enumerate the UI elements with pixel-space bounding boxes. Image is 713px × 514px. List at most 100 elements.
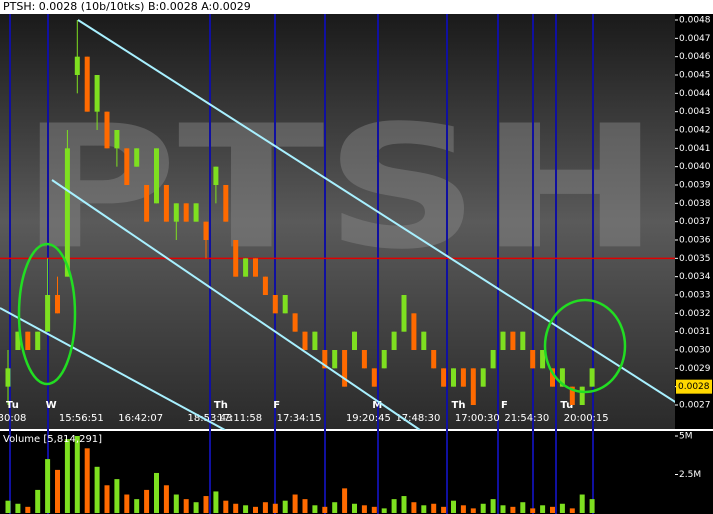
- body: [451, 368, 456, 387]
- volume-bar: [5, 500, 11, 513]
- day-marker: Tu: [560, 400, 573, 411]
- body: [84, 56, 90, 112]
- day-marker: W: [46, 400, 57, 411]
- day-marker: Tu: [6, 400, 19, 411]
- body: [134, 148, 140, 167]
- body: [15, 331, 21, 350]
- last-price-box: [676, 379, 712, 394]
- day-marker: Th: [214, 400, 228, 411]
- volume-bar: [500, 505, 506, 513]
- body: [223, 185, 229, 222]
- body: [371, 368, 377, 387]
- body: [272, 295, 278, 314]
- x-tick-label: 18:53:43: [188, 413, 233, 424]
- y-tick-label: 0.0027: [679, 401, 711, 411]
- volume-bar: [332, 502, 338, 513]
- body: [124, 148, 130, 185]
- body: [74, 56, 80, 75]
- volume-bar: [262, 502, 268, 513]
- volume-bar: [243, 505, 249, 513]
- volume-bar: [45, 459, 51, 513]
- body: [391, 331, 397, 350]
- x-tick-label: 16:42:07: [118, 413, 163, 424]
- volume-bar: [15, 503, 21, 513]
- x-tick-label: 17:48:30: [395, 413, 440, 424]
- price-axis: [675, 14, 713, 430]
- volume-bar: [203, 496, 209, 513]
- volume-bar: [550, 506, 555, 513]
- volume-bar: [569, 508, 575, 513]
- y-tick-label: 0.0033: [679, 291, 711, 301]
- volume-bar: [253, 506, 258, 513]
- body: [262, 276, 268, 295]
- volume-bar: [163, 485, 169, 513]
- highlight-ellipse: [17, 242, 77, 386]
- body: [233, 240, 239, 277]
- y-tick-label: 0.0038: [679, 199, 711, 209]
- x-tick-label: 17:00:30: [455, 413, 500, 424]
- body: [411, 313, 417, 350]
- body: [154, 148, 159, 204]
- volume-bar: [74, 436, 80, 513]
- volume-bar: [441, 506, 447, 513]
- body: [460, 368, 466, 387]
- x-tick-label: 15:56:51: [59, 413, 104, 424]
- body: [5, 368, 11, 387]
- volume-bar: [183, 499, 189, 513]
- body: [292, 313, 298, 332]
- y-tick-label: 0.0048: [679, 16, 711, 26]
- day-marker: F: [501, 400, 508, 411]
- body: [163, 185, 169, 222]
- y-tick-label: 0.0036: [679, 236, 711, 246]
- volume-bar: [391, 499, 397, 513]
- volume-bar: [55, 469, 60, 513]
- volume-bar: [381, 508, 387, 513]
- volume-bar: [114, 479, 120, 513]
- body: [342, 350, 348, 387]
- volume-bar: [411, 502, 417, 513]
- day-marker: M: [372, 400, 382, 411]
- day-marker: F: [273, 400, 280, 411]
- y-tick-label: 0.0043: [679, 107, 711, 117]
- body: [540, 350, 546, 369]
- body: [104, 111, 110, 149]
- body: [421, 331, 427, 350]
- y-tick-label: 0.0041: [679, 144, 711, 154]
- volume-bar: [193, 502, 199, 513]
- y-tick-label: 0.0045: [679, 71, 711, 81]
- trend-lines: [0, 19, 675, 430]
- trend-line: [0, 307, 226, 430]
- y-tick-label: 0.0046: [679, 52, 711, 62]
- volume-bar: [342, 488, 348, 513]
- body: [579, 386, 585, 405]
- body: [114, 130, 120, 149]
- volume-bar: [401, 496, 407, 513]
- body: [302, 331, 308, 350]
- body: [25, 331, 31, 350]
- body: [500, 331, 506, 350]
- volume-bar: [559, 503, 565, 513]
- volume-bar: [322, 506, 328, 513]
- marks: 0.0027 0.0028 0.0029 0.0030 0.0031 0.0032 0.00…: [0, 16, 712, 513]
- volume-bar: [223, 500, 229, 513]
- volume-bar: [213, 491, 219, 513]
- volume-bar: [94, 466, 100, 513]
- body: [480, 368, 486, 387]
- day-marker: Th: [452, 400, 466, 411]
- volume-bar: [421, 505, 427, 513]
- volume-panel: [0, 431, 675, 514]
- body: [213, 166, 219, 185]
- volume-bar: [579, 494, 585, 513]
- volume-bar: [154, 472, 159, 513]
- body: [431, 350, 437, 369]
- volume-bar: [282, 500, 288, 513]
- volume-bar: [25, 506, 31, 513]
- volume-bar: [520, 502, 526, 513]
- session-lines: [9, 14, 594, 514]
- volume-title: Volume [5,814,291]: [3, 434, 102, 445]
- body: [253, 258, 258, 277]
- y-tick-label: 0.0044: [679, 89, 711, 99]
- trend-line: [51, 179, 421, 430]
- body: [183, 203, 189, 222]
